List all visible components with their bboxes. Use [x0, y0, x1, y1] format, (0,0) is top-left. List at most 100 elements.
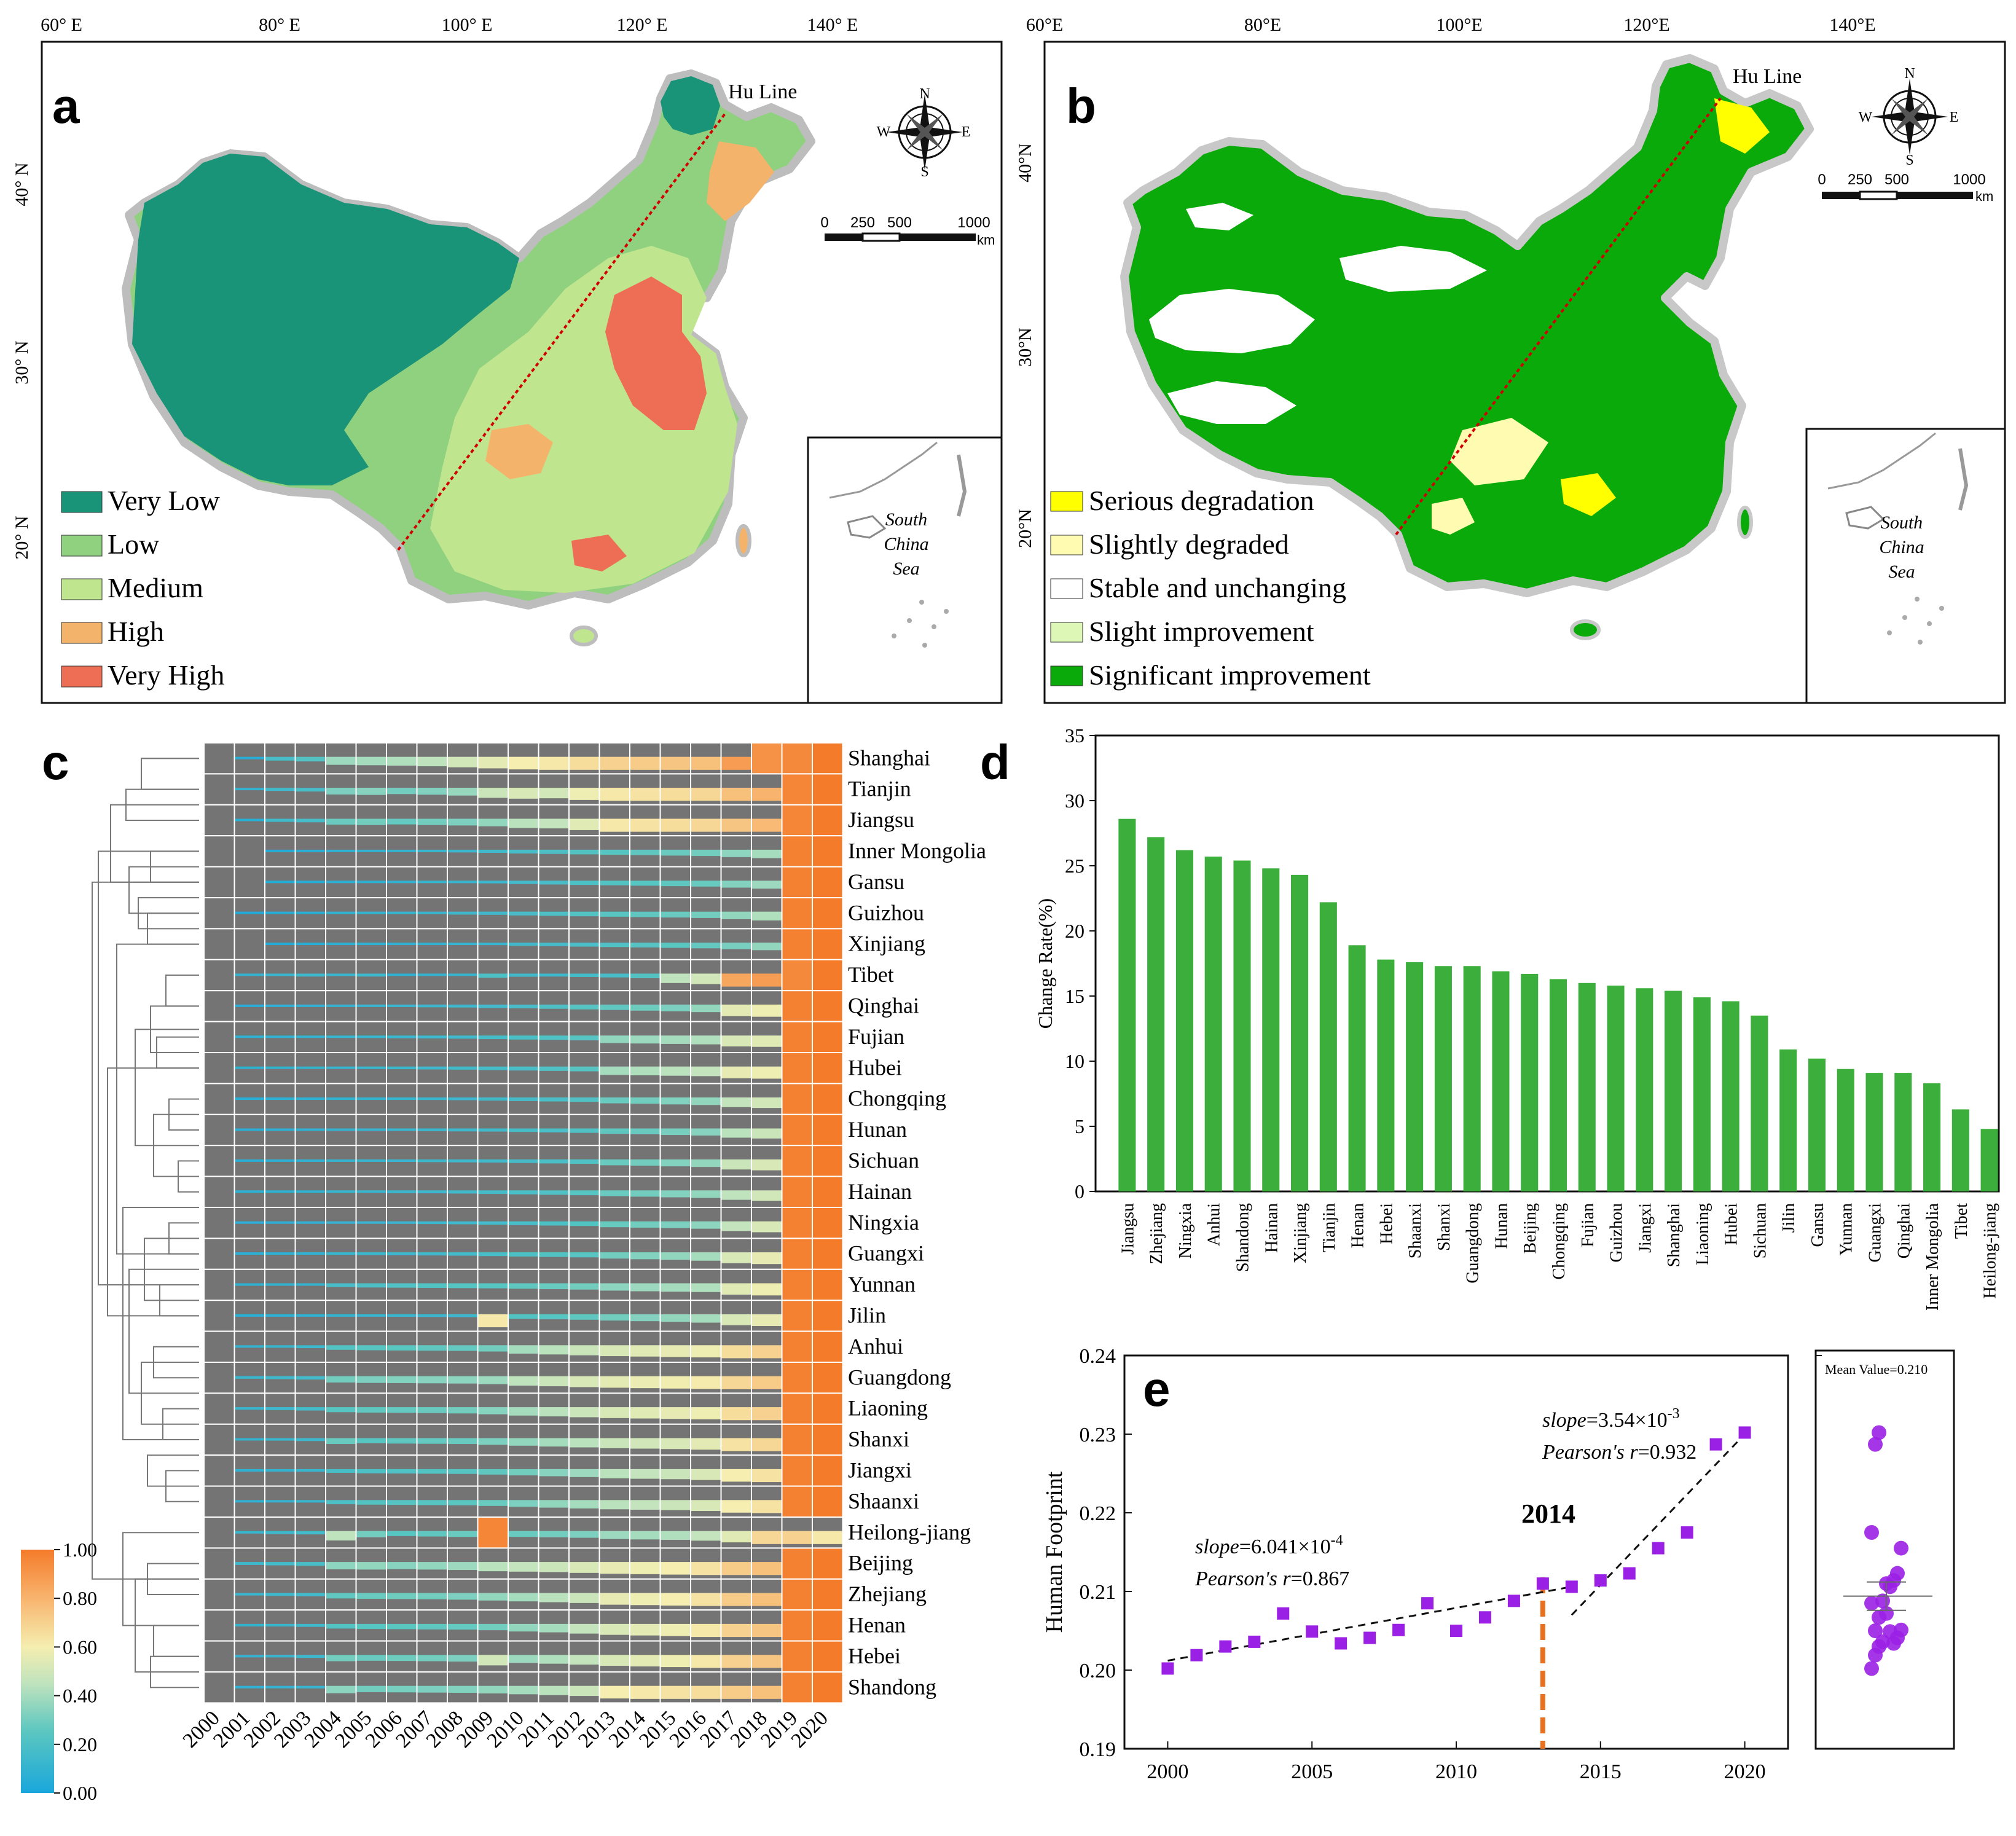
heatmap-cell [538, 1547, 570, 1580]
heatmap-cell [233, 1578, 265, 1611]
colorbar-gradient [21, 1550, 54, 1793]
heatmap-cell [538, 897, 570, 930]
svg-text:China: China [1879, 537, 1924, 557]
heatmap-cell [447, 1268, 479, 1301]
heatmap-cell [264, 1330, 296, 1363]
scale-bar: 0 250 500 1000 km [820, 214, 995, 248]
bar [1865, 1073, 1883, 1191]
heatmap-cell [720, 1578, 752, 1611]
heatmap-cell [690, 1640, 722, 1673]
heatmap-cell [325, 1547, 357, 1580]
degraded-region-northeast [1714, 98, 1770, 154]
heatmap-cell [325, 959, 357, 992]
heatmap-cell [477, 1362, 509, 1394]
heatmap-cell [264, 990, 296, 1022]
heatmap-cell [720, 1423, 752, 1456]
heatmap-cell [447, 1423, 479, 1456]
heatmap-cell [598, 1640, 630, 1673]
y-tick-label: 20 [1065, 920, 1084, 942]
bar [1291, 874, 1309, 1191]
heatmap-cell [568, 1083, 600, 1115]
heatmap-cell [690, 1083, 722, 1115]
heatmap-cell [233, 835, 265, 868]
heatmap-cell [233, 1175, 265, 1208]
heatmap-cell [659, 773, 691, 806]
heatmap-cell [812, 773, 844, 806]
heatmap-cell [568, 1640, 600, 1673]
heatmap-cell [598, 1052, 630, 1085]
x-tick-label: Shanghai [1665, 1203, 1684, 1267]
heatmap-cell [598, 1145, 630, 1177]
heatmap-cell [568, 1392, 600, 1425]
heatmap-cell [751, 1207, 783, 1239]
heatmap-cell [203, 866, 235, 898]
svg-text:Significant improvement: Significant improvement [1089, 659, 1371, 691]
heatmap-cell [598, 1113, 630, 1147]
heatmap-cell [568, 1671, 600, 1704]
heatmap-cell [629, 866, 661, 898]
stable-region-dzungaria [1186, 203, 1253, 230]
heatmap-cell [629, 1021, 661, 1053]
heatmap-cell [294, 1238, 326, 1270]
heatmap-cell [355, 835, 387, 868]
heatmap-cell [812, 1609, 844, 1642]
heatmap-cell [568, 990, 600, 1022]
heatmap-cell [477, 1300, 509, 1332]
panel-d-x-labels: Jiangsu Zhejiang Ningxia Anhui Shandong Haina… [1118, 1202, 1999, 1311]
heatmap-cell [233, 1516, 265, 1549]
heatmap-cell [568, 1609, 600, 1642]
data-point [1421, 1597, 1434, 1610]
heatmap-cell [781, 1330, 813, 1363]
china-map-change-trend [1120, 54, 1814, 640]
heatmap-cell [690, 1330, 722, 1363]
y-tick-label: 0.21 [1080, 1581, 1116, 1604]
dendrogram-branch [141, 758, 199, 790]
y-tick-label: 0.22 [1080, 1502, 1116, 1525]
heatmap-cell [659, 1021, 691, 1053]
heatmap-cell [629, 1485, 661, 1518]
bar [1951, 1109, 1969, 1191]
heatmap-cell [447, 1113, 479, 1147]
heatmap-cell [598, 1207, 630, 1239]
heatmap-cell [812, 1392, 844, 1425]
heatmap-row-label: Shanghai [848, 745, 930, 770]
heatmap-cell [751, 1083, 783, 1115]
svg-text:Slightly degraded: Slightly degraded [1089, 528, 1289, 560]
heatmap-cell [812, 928, 844, 960]
heatmap-cell [629, 804, 661, 837]
heatmap-cell [325, 928, 357, 960]
heatmap-cell [720, 1207, 752, 1239]
x-tick-label: Heilong-jiang [1981, 1203, 2000, 1299]
heatmap-cell [598, 1330, 630, 1363]
heatmap-cell [629, 1547, 661, 1580]
heatmap-cell [538, 773, 570, 806]
heatmap-cell [659, 1578, 691, 1611]
heatmap-cell [751, 1516, 783, 1549]
panel-b: 60°E 80°E 100°E 120°E 140°E 40°N 30°N 20… [1015, 15, 2006, 704]
hu-line-label: Hu Line [1733, 65, 1802, 88]
heatmap-cell [659, 928, 691, 960]
heatmap-cell [659, 866, 691, 898]
heatmap-cell [690, 742, 722, 775]
heatmap-cells [203, 742, 844, 1704]
heatmap-cell [751, 1238, 783, 1270]
svg-text:Stable and unchanging: Stable and unchanging [1089, 572, 1346, 603]
heatmap-cell [812, 1547, 844, 1580]
heatmap-cell [264, 1113, 296, 1147]
heatmap-cell [568, 742, 600, 775]
heatmap-cell [568, 1113, 600, 1147]
heatmap-cell [720, 990, 752, 1022]
x-tick-label: Hebei [1377, 1203, 1396, 1244]
svg-text:250: 250 [850, 214, 875, 231]
heatmap-cell [598, 1454, 630, 1487]
x-tick-label: Tianjin [1320, 1203, 1339, 1252]
heatmap-cell [629, 773, 661, 806]
heatmap-cell [781, 773, 813, 806]
heatmap-cell [598, 1516, 630, 1549]
heatmap-cell [659, 1052, 691, 1085]
heatmap-cell [781, 1021, 813, 1053]
degraded-region-sichuan [1450, 418, 1548, 485]
heatmap-cell [659, 1083, 691, 1115]
heatmap-cell [264, 1175, 296, 1208]
